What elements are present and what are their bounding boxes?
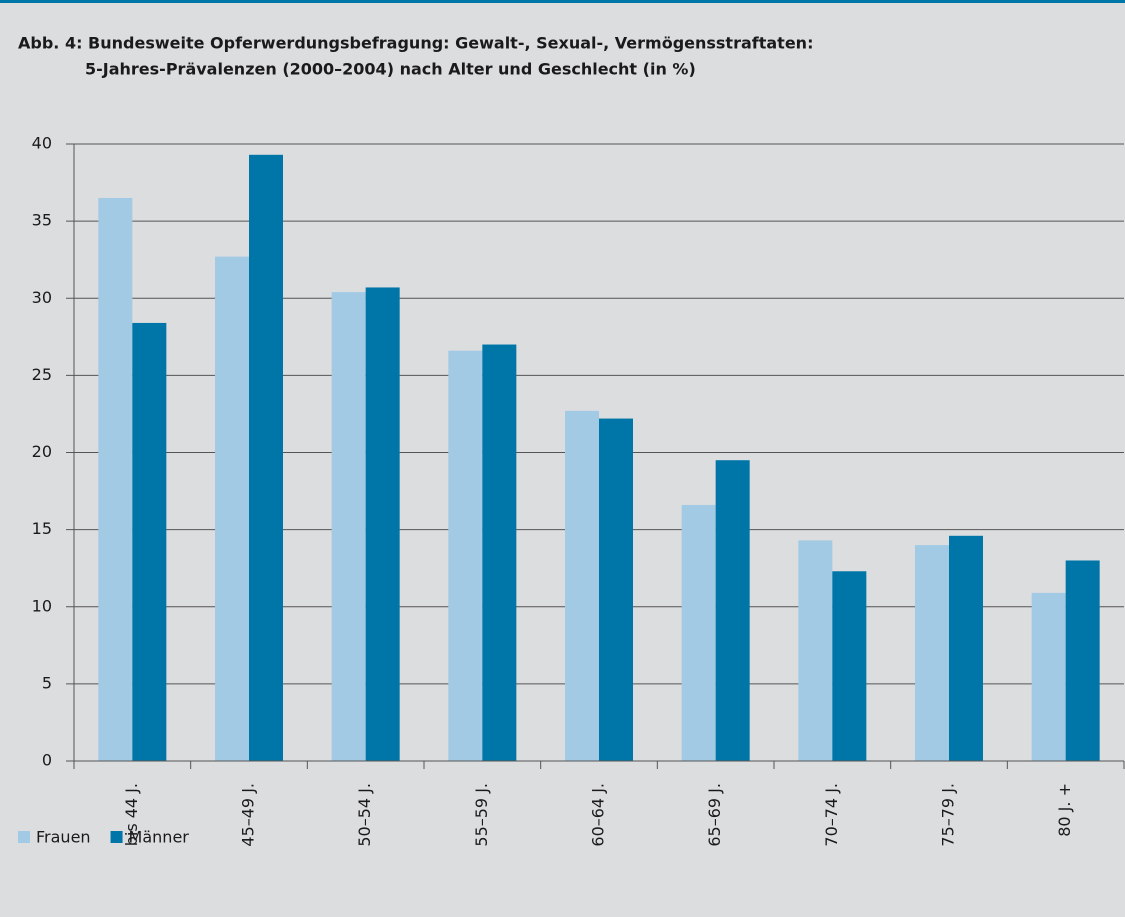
y-tick-label: 15 [32,519,52,538]
legend-swatch [18,831,30,843]
y-tick-label: 10 [32,596,52,615]
x-tick-label: 70–74 J. [822,783,841,847]
x-tick-label: 50–54 J. [355,783,374,847]
bar [949,535,983,761]
bar [482,344,517,761]
legend-label: Frauen [36,828,91,847]
bar [798,540,833,761]
x-tick-label: 65–69 J. [705,783,724,847]
x-tick-label: bis 44 J. [122,783,141,846]
y-tick-label: 0 [42,751,52,770]
legend-swatch [110,831,123,843]
top-border [0,0,1125,3]
x-tick-label: 55–59 J. [472,783,491,847]
bar [448,350,483,761]
bar [715,460,750,761]
bar [331,292,366,761]
y-tick-label: 35 [32,211,52,230]
x-tick-label: 80 J. + [1055,783,1074,837]
chart-title: Abb. 4: Bundesweite Opferwerdungsbefragu… [18,34,813,53]
bar [1065,560,1100,761]
y-tick-label: 40 [32,134,52,153]
bar [1031,592,1066,761]
bar [915,545,949,761]
y-tick-label: 20 [32,442,52,461]
legend-label: Männer [129,828,190,847]
chart-title: 5-Jahres-Prävalenzen (2000–2004) nach Al… [85,60,696,79]
bar [98,197,133,762]
bar [599,418,633,761]
bar [832,571,867,761]
bar [215,256,249,761]
y-tick-label: 25 [32,365,52,384]
y-tick-label: 5 [42,673,52,692]
bar [681,504,716,761]
bar [132,322,167,761]
x-tick-label: 45–49 J. [239,783,258,847]
bar [249,154,283,762]
y-tick-label: 30 [32,288,52,307]
x-tick-label: 75–79 J. [939,783,958,847]
bar [365,287,400,761]
x-tick-label: 60–64 J. [589,783,608,847]
bar [565,410,599,761]
